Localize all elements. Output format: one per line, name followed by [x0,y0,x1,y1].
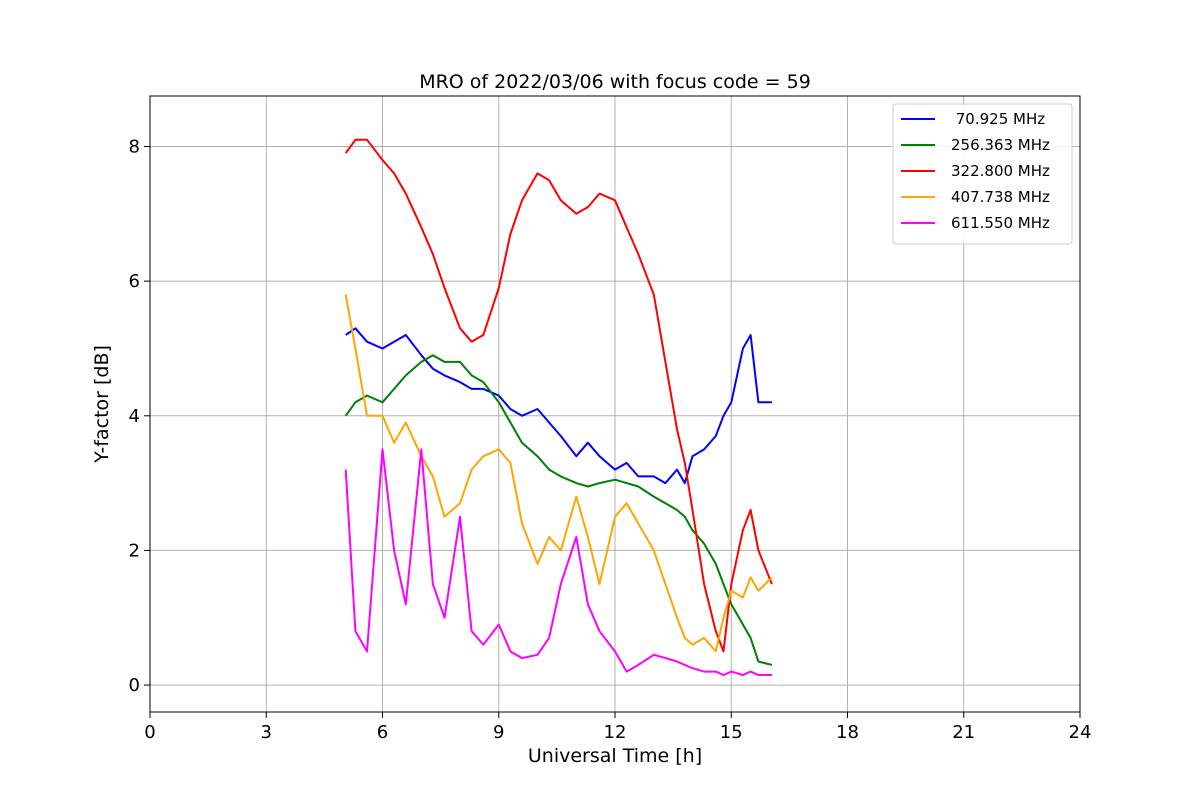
x-tick-label: 24 [1069,722,1092,743]
legend-box [892,103,1073,245]
y-tick-label: 6 [129,271,140,292]
series-line-1 [344,354,773,666]
series-line-0 [345,327,772,485]
x-axis-label: Universal Time [h] [528,745,702,767]
legend-label-1: 256.363 MHz [951,136,1050,154]
x-tick-label: 6 [377,722,388,743]
legend-label-4: 611.550 MHz [951,214,1050,232]
legend-label-0: 70.925 MHz [951,110,1045,128]
x-tick-label: 18 [836,722,859,743]
legend-label-3: 407.738 MHz [951,188,1050,206]
x-tick-label: 12 [604,722,627,743]
x-tick-label: 0 [144,722,155,743]
y-tick-label: 4 [129,406,140,427]
legend-label-2: 322.800 MHz [951,162,1050,180]
legend: 70.925 MHz 256.363 MHz 322.800 MHz 407.738 … [892,103,1073,245]
chart-title: MRO of 2022/03/06 with focus code = 59 [419,71,811,93]
x-tick-label: 21 [952,722,975,743]
y-tick-label: 0 [129,675,140,696]
x-tick-label: 9 [493,722,504,743]
x-tick-label: 15 [720,722,743,743]
y-axis-label: Y-factor [dB] [91,345,113,464]
series-line-2 [344,138,773,653]
series-line-4 [344,448,772,676]
y-tick-label: 8 [129,136,140,157]
x-tick-label: 3 [261,722,272,743]
y-tick-label: 2 [129,540,140,561]
series-layer [344,138,773,676]
